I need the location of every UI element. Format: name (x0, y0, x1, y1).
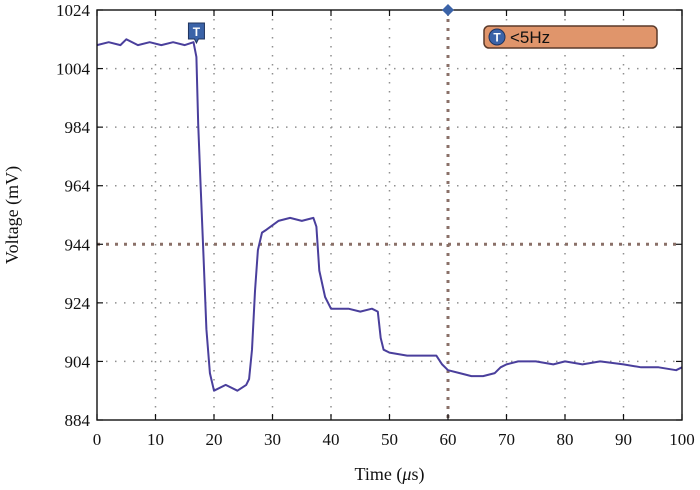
x-axis-title: Time (μs) (355, 464, 425, 485)
y-tick-label: 984 (65, 118, 91, 137)
voltage-trace (96, 38, 683, 392)
x-tick-label: 90 (615, 430, 632, 449)
trigger-frequency-badge: T <5Hz (483, 25, 658, 49)
y-tick-label: 904 (65, 352, 91, 371)
y-axis-title: Voltage (mV) (2, 166, 23, 264)
x-tick-label: 100 (669, 430, 695, 449)
y-tick-label: 944 (65, 235, 91, 254)
trigger-icon-label: T (493, 31, 501, 45)
x-tick-label: 30 (264, 430, 281, 449)
axis-ticks (96, 9, 683, 421)
x-tick-label: 80 (557, 430, 574, 449)
x-tick-labels: 0 10 20 30 40 50 60 70 80 90 100 (93, 430, 695, 449)
x-tick-label: 20 (206, 430, 223, 449)
x-tick-label: 50 (381, 430, 398, 449)
y-tick-label: 964 (65, 177, 91, 196)
x-tick-label: 10 (147, 430, 164, 449)
trigger-icon (488, 28, 506, 46)
y-tick-label: 1024 (56, 1, 91, 20)
trigger-position-marker (442, 4, 454, 16)
x-axis-title-prefix: Time ( (355, 464, 403, 485)
x-axis-title-unit: μ (401, 464, 411, 484)
y-tick-label: 884 (65, 411, 91, 430)
x-tick-label: 0 (93, 430, 102, 449)
grid (97, 10, 682, 420)
x-axis-title-suffix: s) (411, 464, 424, 485)
y-tick-labels: 884 904 924 944 964 984 1004 1024 (56, 1, 91, 430)
x-tick-label: 70 (498, 430, 515, 449)
y-tick-label: 1004 (56, 60, 91, 79)
x-tick-label: 60 (440, 430, 457, 449)
plot-frame (96, 9, 683, 421)
trigger-marker-label: T (193, 25, 201, 39)
trigger-frequency-text: <5Hz (510, 28, 550, 47)
y-tick-label: 924 (65, 294, 91, 313)
trigger-time-marker: T (187, 22, 205, 45)
x-tick-label: 40 (323, 430, 340, 449)
